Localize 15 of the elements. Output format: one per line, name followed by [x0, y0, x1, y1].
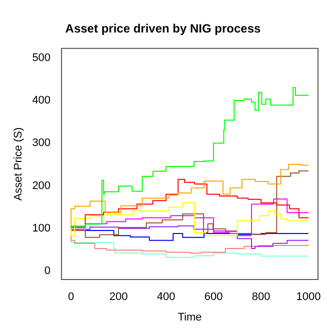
y-tick-label: 0	[44, 265, 51, 278]
x-tick-label: 600	[204, 291, 223, 304]
x-tick-label: 1000	[296, 291, 321, 304]
x-tick-label: 800	[252, 291, 270, 304]
x-axis-title: Time	[178, 311, 202, 324]
y-tick-label: 400	[32, 94, 51, 106]
y-tick-label: 200	[32, 180, 51, 192]
x-tick-label: 0	[68, 291, 74, 304]
y-tick-label: 500	[32, 52, 51, 64]
y-axis-title: Asset Price (S)	[12, 127, 25, 201]
x-tick-label: 200	[109, 291, 128, 304]
chart-title: Asset price driven by NIG process	[65, 22, 262, 36]
y-tick-label: 100	[32, 222, 51, 234]
y-tick-label: 300	[32, 137, 51, 150]
x-tick-label: 400	[156, 291, 176, 304]
